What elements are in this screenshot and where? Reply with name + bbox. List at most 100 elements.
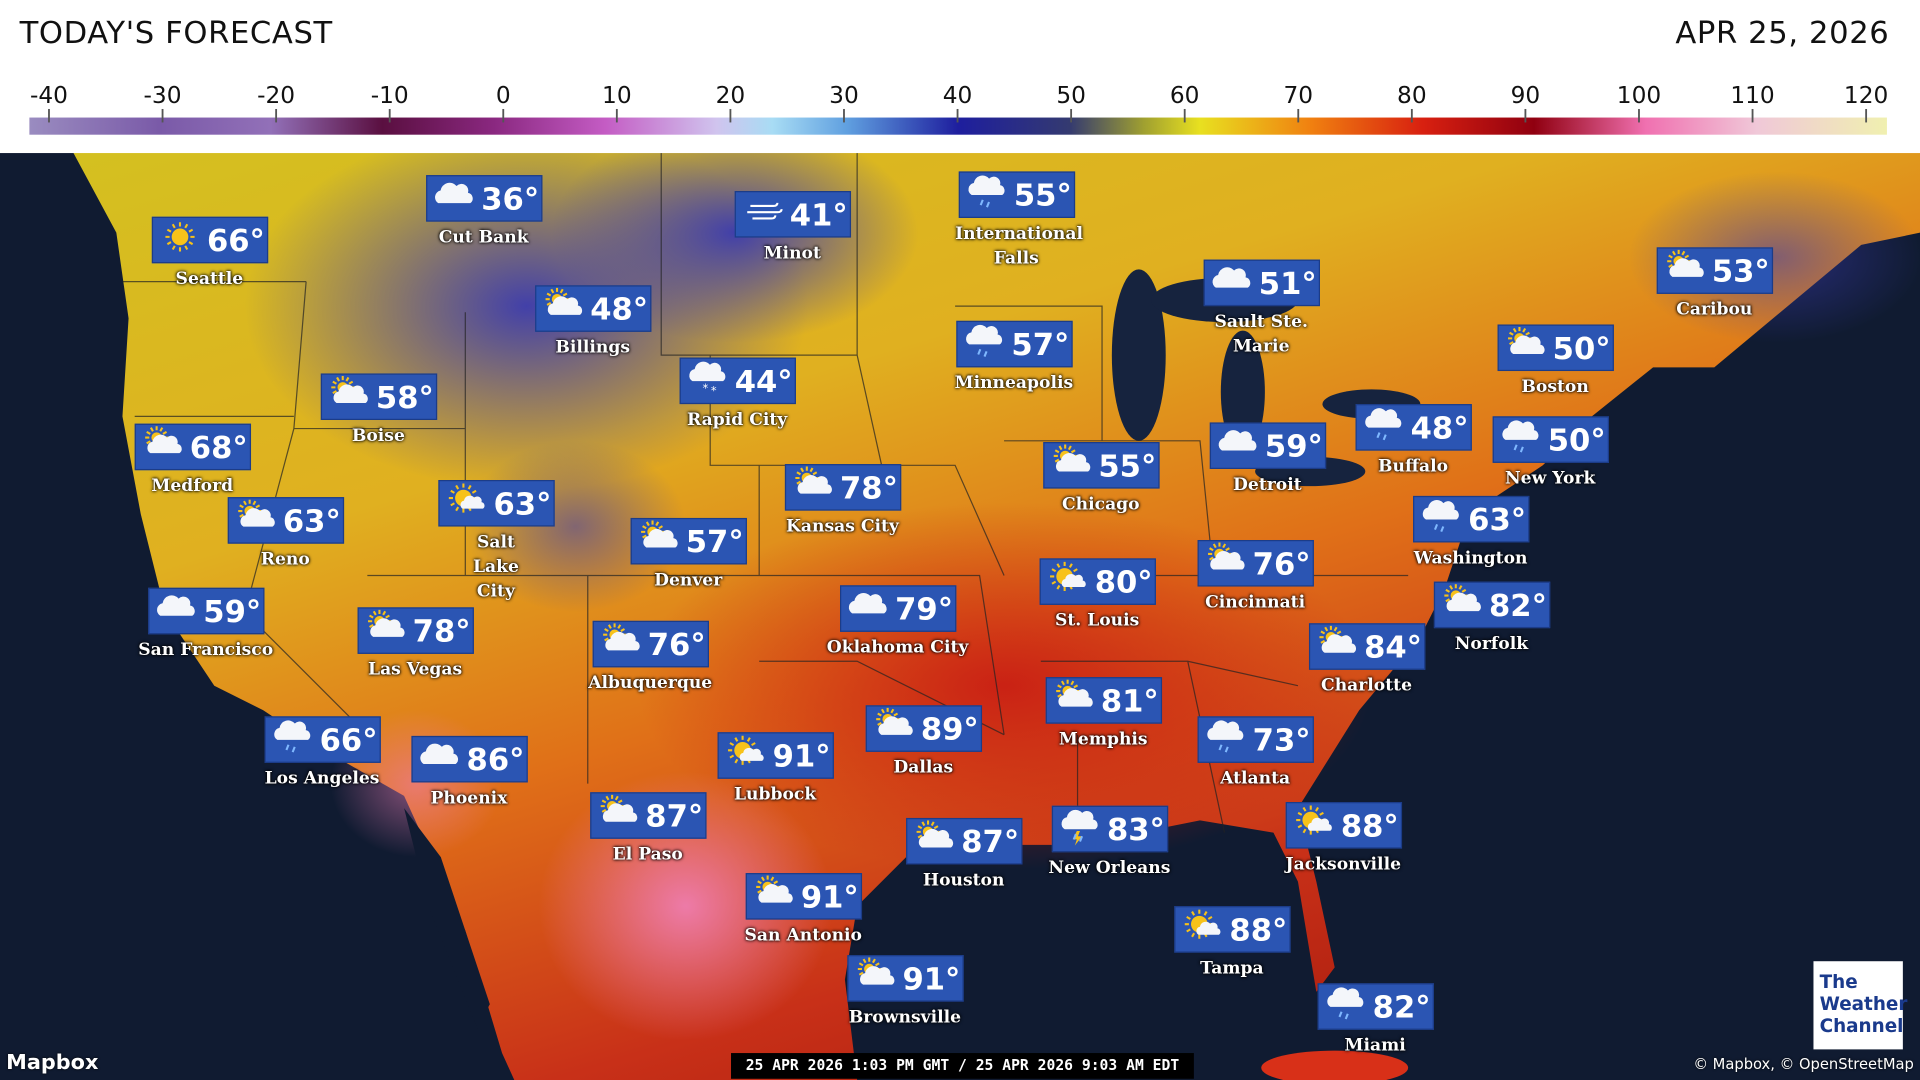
temperature: 51° [1258, 265, 1317, 301]
city-name: Boston [1521, 377, 1589, 397]
scale-tick-label: 40 [943, 82, 973, 109]
sun-ray [1058, 445, 1063, 451]
sun-ray [933, 825, 939, 830]
forecast-box: 73° [1197, 716, 1314, 763]
sun-ray [734, 758, 739, 764]
sun-ray [1324, 626, 1329, 632]
temperature: 63° [493, 485, 552, 522]
drop [1338, 1011, 1343, 1018]
sun-ray [921, 821, 926, 827]
drop [1513, 444, 1518, 451]
sun-ray [734, 737, 739, 742]
header: TODAY'S FORECAST APR 25, 2026 -40 -30 -2 [0, 0, 1920, 154]
sun-ray [1525, 331, 1530, 336]
scale-tick-label: 20 [716, 82, 746, 109]
forecast-box: 66° [151, 216, 269, 264]
city-name: El Paso [612, 844, 683, 865]
city-name: Jacksonville [1285, 854, 1402, 875]
sun-ray [1333, 626, 1338, 632]
cloud [420, 743, 459, 764]
cloud [918, 828, 954, 848]
weather-icon [1053, 444, 1091, 472]
sun-ray [1297, 811, 1303, 816]
weather-icon [728, 735, 764, 765]
temperature: 55° [1098, 447, 1157, 484]
sun-ray [1207, 915, 1213, 920]
drop [1079, 835, 1084, 842]
cloud [1210, 550, 1245, 570]
weather-icon [916, 820, 954, 848]
cloud [1321, 634, 1356, 653]
temperature: 82° [1488, 587, 1547, 623]
temperature: 88° [1229, 911, 1288, 948]
drop [1382, 434, 1387, 441]
temperature: 83° [1106, 811, 1165, 847]
sun-ray [467, 484, 472, 490]
cloud [643, 528, 678, 548]
forecast-box: 82° [1433, 581, 1551, 629]
weather-icon [1212, 267, 1251, 288]
sun-ray [601, 808, 607, 813]
cloud [1058, 688, 1093, 707]
temperature: 53° [1711, 252, 1770, 289]
cloud [848, 592, 887, 614]
city-name: Kansas City [785, 516, 899, 537]
forecast-box: 78° [784, 464, 902, 511]
temperature: 91° [772, 737, 831, 774]
sun-ray [188, 241, 194, 246]
temperature: 81° [1100, 682, 1159, 719]
sun-ray [1461, 588, 1467, 593]
city-name: San Antonio [744, 925, 862, 946]
cloud [1212, 267, 1251, 288]
sun-ray [875, 962, 880, 967]
forecast-box: 57° [956, 320, 1073, 368]
cloud [602, 803, 638, 822]
scale-tick-label: 30 [829, 82, 859, 109]
sun-ray [1073, 568, 1078, 573]
cloud [460, 495, 485, 509]
sun-ray [1212, 543, 1217, 549]
temperature: 79° [895, 590, 954, 627]
city-name: Los Angeles [264, 768, 380, 789]
sun-ray [1057, 693, 1062, 698]
sun-ray [642, 525, 647, 530]
temperature: 76° [647, 626, 706, 662]
scale-tick-label: 90 [1511, 82, 1541, 109]
temperature: 78° [840, 469, 898, 506]
scale-tick-label: 50 [1056, 82, 1086, 109]
city-name: Medford [151, 476, 234, 496]
drop [1072, 833, 1077, 840]
weather-icon [157, 595, 195, 616]
temperature: 88° [1340, 807, 1399, 844]
forecast-box: 51° [1203, 259, 1320, 307]
sun-ray [614, 795, 619, 801]
sun-ray [729, 754, 735, 759]
sun-ray [604, 637, 609, 642]
sun-ray [146, 430, 151, 435]
sun-ray [1320, 639, 1326, 644]
city-name: Tampa [1200, 958, 1264, 979]
city-name: St. Louis [1054, 611, 1140, 631]
cloud [966, 324, 1003, 345]
drop [1440, 526, 1445, 533]
temperature: 57° [1011, 326, 1070, 362]
cloud [1422, 500, 1459, 520]
forecast-box: 89° [865, 705, 983, 752]
city-name: Caribou [1676, 300, 1753, 320]
sun-ray [184, 223, 189, 229]
temperature-scale: -40 -30 -20 -10 0 10 20 30 40 50 60 70 80 90 100 110 120 [29, 82, 1888, 135]
temperature: 50° [1552, 330, 1611, 366]
cloud [1061, 574, 1086, 588]
weather-icon [641, 520, 678, 548]
sun-ray [1315, 806, 1319, 812]
scale-tick-label: 110 [1730, 82, 1774, 109]
city-name: Dallas [893, 757, 954, 778]
sun-ray [171, 245, 176, 251]
cloud [1510, 335, 1545, 354]
weather-icon [968, 175, 1005, 208]
temperature: 41° [789, 196, 848, 233]
sun-ray [1681, 250, 1686, 256]
city-name: Brownsville [848, 1007, 962, 1028]
scale-tick-label: 60 [1170, 82, 1200, 109]
